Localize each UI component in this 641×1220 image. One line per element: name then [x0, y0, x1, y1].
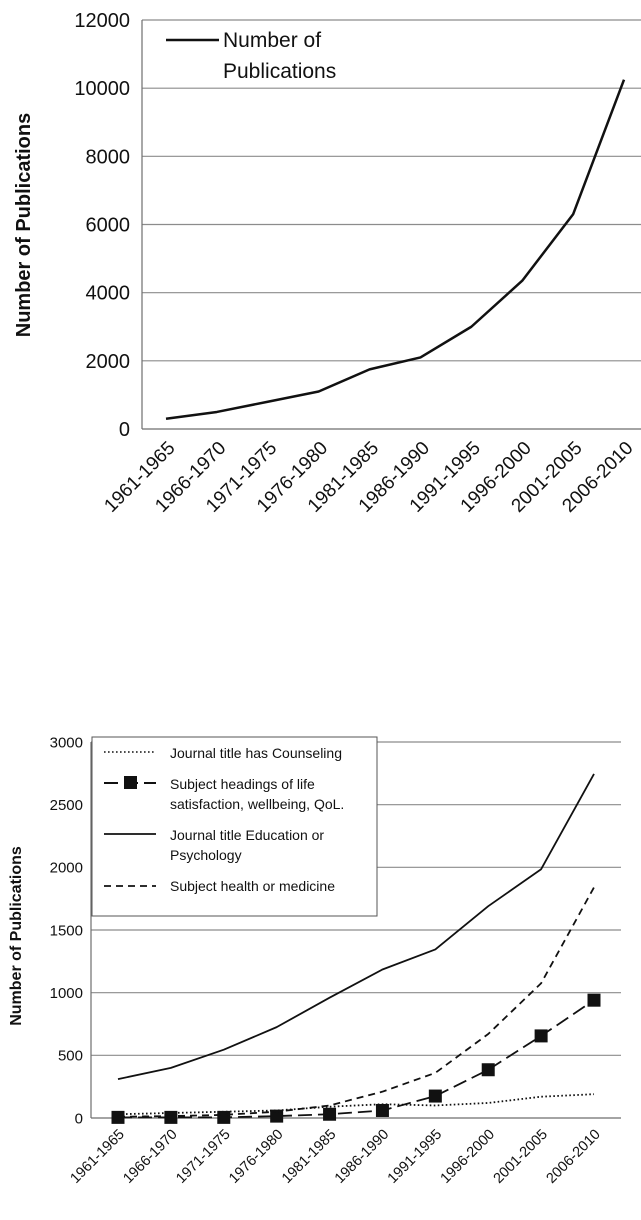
legend-label-line-1: Journal title Education or	[170, 827, 324, 843]
publications-total-chart: 0 2000 4000 6000 8000 10000 12000 1961-1965196…	[13, 10, 641, 517]
data-point-marker	[428, 1089, 442, 1103]
legend-box	[91, 736, 378, 917]
series-lines	[111, 773, 601, 1124]
legend-label-education-psychology: Journal title Education or Psychology	[170, 827, 328, 863]
y-tick-label: 10000	[74, 78, 130, 100]
x-tick-label: 1986-1990	[332, 1127, 392, 1187]
legend-marker-life-satisfaction	[124, 776, 137, 789]
x-tick-labels: 1961-19651966-19701971-19751976-19801981…	[100, 438, 637, 517]
legend-label-line-2: satisfaction, wellbeing, QoL.	[170, 796, 344, 812]
legend-label-line-2: Psychology	[170, 847, 242, 863]
data-point-marker	[534, 1029, 548, 1043]
y-tick-labels: 0 2000 4000 6000 8000 10000 12000	[74, 10, 130, 441]
legend-label-line-1: Subject headings of life	[170, 776, 315, 792]
y-tick-label: 1500	[50, 922, 83, 939]
data-point-marker	[164, 1110, 178, 1124]
data-point-marker	[270, 1109, 284, 1123]
legend: Number of Publications	[166, 29, 336, 83]
x-tick-label: 1966-1970	[120, 1127, 180, 1187]
x-tick-label: 1981-1985	[279, 1127, 339, 1187]
legend-label-total: Number of Publications	[223, 29, 336, 83]
y-axis-label: Number of Publications	[8, 846, 25, 1026]
y-tick-label: 2000	[50, 860, 83, 877]
publications-by-category-chart: 0 500 1000 1500 2000 2500 3000 1961-19651966-1…	[8, 734, 621, 1187]
series-line	[117, 773, 595, 1081]
data-point-marker	[111, 1110, 125, 1124]
x-tick-label: 1971-1975	[173, 1127, 233, 1187]
x-tick-label: 1976-1980	[226, 1127, 286, 1187]
x-tick-label: 1996-2000	[438, 1127, 498, 1187]
y-tick-labels: 0 500 1000 1500 2000 2500 3000	[50, 734, 83, 1127]
y-tick-label: 2500	[50, 797, 83, 814]
x-tick-label: 2006-2010	[543, 1127, 603, 1187]
y-axis-label: Number of Publications	[13, 113, 35, 337]
series-line	[117, 1093, 595, 1116]
data-point-marker	[323, 1107, 337, 1121]
data-point-marker	[375, 1103, 389, 1117]
y-tick-label: 0	[75, 1110, 83, 1127]
data-point-marker	[587, 993, 601, 1007]
y-tick-label: 0	[119, 419, 130, 441]
series-lines	[165, 79, 626, 421]
legend-label-life-satisfaction: Subject headings of life satisfaction, w…	[170, 776, 344, 812]
gridlines	[141, 19, 641, 430]
x-tick-label: 1961-1965	[67, 1127, 127, 1187]
y-tick-label: 1000	[50, 985, 83, 1002]
data-point-marker	[217, 1110, 231, 1124]
series-line	[165, 79, 626, 421]
y-tick-label: 500	[58, 1048, 83, 1065]
legend-label-counseling: Journal title has Counseling	[170, 745, 342, 761]
legend-label-line-1: Number of	[223, 29, 321, 52]
series-line	[118, 999, 595, 1119]
y-tick-label: 3000	[50, 734, 83, 751]
y-tick-label: 8000	[86, 146, 131, 168]
legend-label-line-2: Publications	[223, 60, 336, 83]
y-tick-label: 12000	[74, 10, 130, 32]
legend-label-health-medicine: Subject health or medicine	[170, 878, 335, 894]
x-tick-label: 1991-1995	[385, 1127, 445, 1187]
y-tick-label: 2000	[86, 351, 131, 373]
x-tick-label: 2001-2005	[491, 1127, 551, 1187]
y-tick-label: 4000	[86, 283, 131, 305]
x-tick-labels: 1961-19651966-19701971-19751976-19801981…	[67, 1127, 603, 1187]
y-tick-label: 6000	[86, 215, 131, 237]
data-point-marker	[481, 1063, 495, 1077]
series-line	[117, 886, 595, 1118]
legend: Journal title has Counseling Subject hea…	[91, 736, 378, 917]
